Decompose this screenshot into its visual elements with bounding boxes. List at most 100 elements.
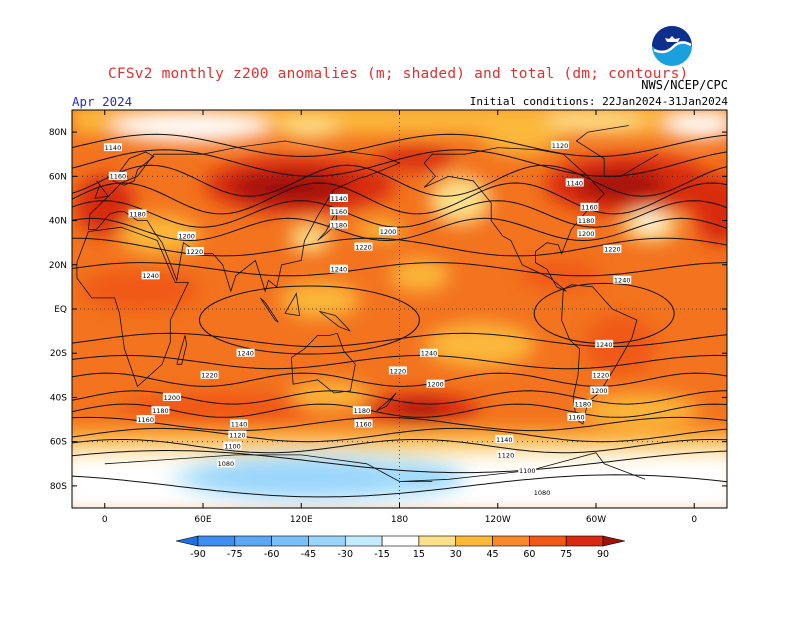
contour-label-text: 1220	[593, 372, 610, 380]
colorbar-segment	[602, 535, 626, 547]
contour-label: 1180	[151, 406, 170, 415]
contour-label-bg	[177, 231, 196, 240]
contour-label-text: 1140	[231, 420, 248, 428]
contour-label-bg	[496, 450, 515, 459]
forecast-month: Apr 2024	[72, 94, 133, 109]
contour-label-text: 1200	[427, 381, 444, 389]
contour-label-bg	[223, 441, 242, 450]
contour-label: 1220	[388, 366, 407, 375]
contour-label: 1160	[580, 202, 599, 212]
colorbar-segment	[381, 535, 420, 547]
contour-label-text: 1180	[575, 400, 592, 408]
contour-label: 1200	[379, 227, 398, 236]
lon-tick-label: 0	[102, 515, 108, 525]
contour-label-text: 1120	[229, 431, 246, 439]
source-label: NWS/NCEP/CPC	[641, 78, 728, 92]
contour-label-bg	[354, 419, 373, 428]
contour-label-text: 1200	[591, 387, 608, 395]
contour-label-bg	[108, 171, 127, 180]
colorbar-segment	[492, 535, 530, 547]
contour-label: 1180	[352, 406, 371, 415]
contour-label: 1100	[518, 465, 537, 475]
contour-labels: 1140 1160 1180 1200 1220 1240 1140 1160 1180 1200…	[103, 140, 632, 497]
lat-tick-label: 60N	[49, 172, 67, 182]
contour-label-bg	[590, 386, 609, 395]
contour-label: 1140	[230, 419, 249, 428]
contour-label-text: 1160	[110, 173, 127, 181]
contour-label-bg	[185, 247, 204, 256]
colorbar-segment	[529, 535, 567, 547]
contour-label: 1160	[567, 412, 586, 422]
contour-label-bg	[577, 229, 596, 238]
colorbar-tick-label: -45	[301, 549, 317, 560]
contour-label: 1180	[577, 216, 596, 225]
lat-tick-label: 20N	[49, 261, 67, 271]
contour-label-bg	[141, 271, 160, 280]
contour-label-bg	[162, 392, 181, 401]
lon-tick-label: 120W	[485, 515, 511, 525]
contour-label-bg	[595, 339, 614, 348]
contour-label-bg	[329, 264, 348, 273]
contour-label-text: 1200	[578, 230, 595, 238]
contour-label-bg	[329, 193, 348, 202]
contour-label-bg	[228, 430, 247, 439]
contour-label-bg	[128, 209, 147, 218]
contour-label-bg	[426, 379, 445, 388]
contour-label: 1220	[603, 244, 622, 254]
contour-label-text: 1240	[237, 350, 254, 358]
contour-label: 1240	[329, 264, 348, 274]
lat-tick-label: 60S	[50, 438, 67, 448]
contour-label-text: 1160	[568, 414, 585, 422]
initial-conditions: Initial conditions: 22Jan2024-31Jan2024	[469, 95, 728, 108]
contour-label-bg	[495, 434, 514, 443]
contour-line	[198, 285, 420, 355]
contour-label-text: 1180	[331, 221, 348, 229]
coastline	[104, 452, 646, 482]
contour-label-bg	[550, 140, 569, 149]
contour-label-text: 1220	[187, 248, 204, 256]
colorbar-tick-label: -75	[227, 549, 243, 560]
colorbar-tick-label: 45	[486, 549, 498, 560]
contour-label-text: 1180	[578, 217, 595, 225]
contour-label: 1200	[590, 386, 609, 395]
coastline	[176, 335, 188, 365]
contour-line	[72, 416, 727, 432]
contour-label: 1200	[426, 379, 445, 389]
contour-label: 1220	[185, 247, 204, 256]
coastline	[319, 310, 351, 332]
contour-line	[72, 200, 727, 228]
contour-label-text: 1140	[496, 436, 513, 444]
colorbar-tick-label: 75	[560, 549, 572, 560]
axis-ticks: 80N 60N 40N 20N EQ 20S 40S 60S 80S 0 60E 120E 180 120…	[49, 110, 727, 525]
contour-label: 1080	[532, 488, 551, 497]
contour-label-bg	[532, 488, 551, 497]
contour-label: 1180	[329, 220, 348, 229]
coastline	[259, 297, 279, 323]
contour-label-bg	[329, 220, 348, 229]
colorbar-tick-label: -90	[190, 549, 206, 560]
contour-label-text: 1220	[604, 246, 621, 254]
contour-label-bg	[103, 143, 122, 152]
contour-label: 1200	[577, 229, 596, 238]
contour-label-bg	[577, 216, 596, 225]
contour-label-bg	[603, 244, 622, 253]
contour-label-text: 1220	[390, 367, 407, 375]
contour-label-text: 1080	[534, 489, 551, 497]
colorbar-tick-label: -15	[374, 549, 390, 560]
contour-label: 1140	[103, 143, 122, 152]
contour-label: 1080	[216, 459, 235, 468]
contour-label: 1220	[354, 242, 373, 251]
contour-label: 1180	[128, 209, 147, 218]
contour-label: 1120	[496, 450, 515, 459]
chart-title: CFSv2 monthly z200 anomalies (m; shaded)…	[108, 66, 689, 82]
contour-label-text: 1180	[354, 407, 371, 415]
contour-label-text: 1160	[581, 204, 598, 212]
colorbar-segment	[271, 535, 309, 547]
colorbar-segment	[565, 535, 604, 547]
contour-label-bg	[236, 348, 255, 357]
contour-label-text: 1100	[519, 467, 536, 475]
colorbar-segment	[197, 535, 236, 547]
contour-label-text: 1180	[152, 407, 169, 415]
lon-tick-label: 60W	[586, 515, 606, 525]
contour-line	[72, 133, 727, 157]
